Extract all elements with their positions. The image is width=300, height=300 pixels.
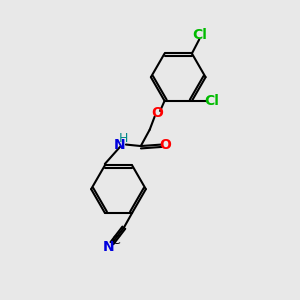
Text: C: C <box>111 234 120 247</box>
Text: N: N <box>114 138 126 152</box>
Text: O: O <box>160 138 171 152</box>
Text: H: H <box>119 131 128 145</box>
Text: N: N <box>103 240 114 254</box>
Text: Cl: Cl <box>204 94 219 108</box>
Text: Cl: Cl <box>192 28 207 42</box>
Text: O: O <box>151 106 163 120</box>
